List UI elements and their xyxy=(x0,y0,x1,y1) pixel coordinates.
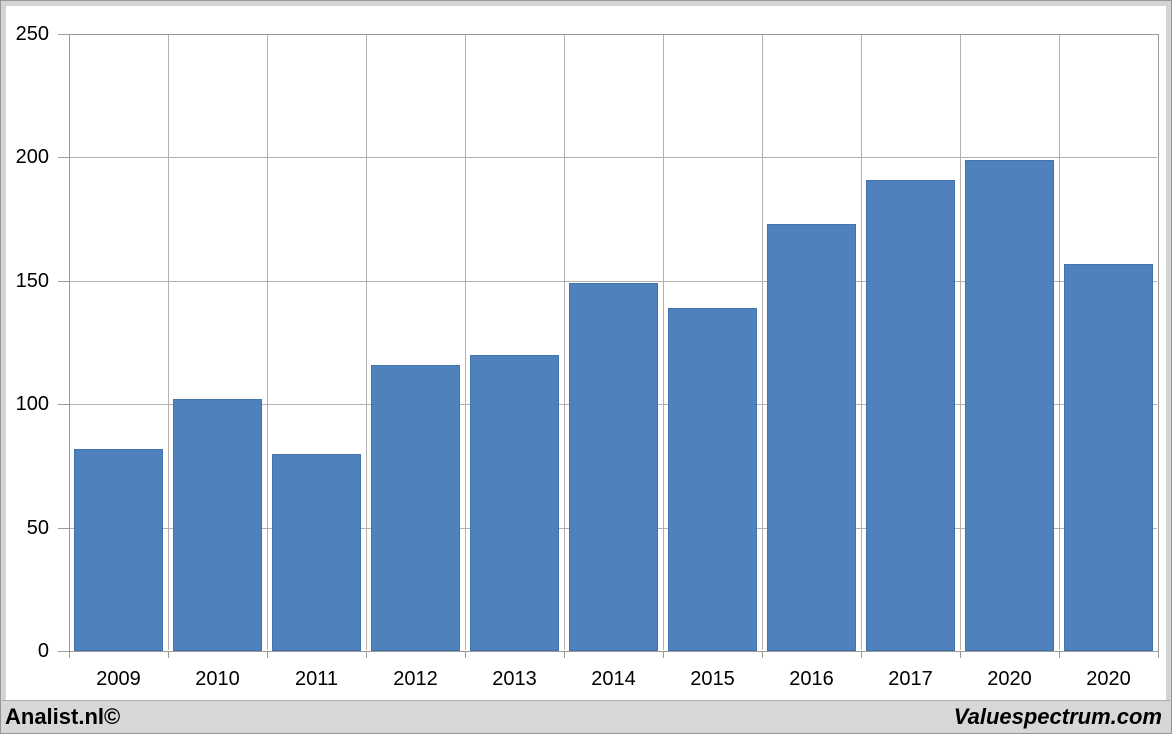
vertical-gridline xyxy=(663,35,664,650)
vertical-gridline xyxy=(861,35,862,650)
x-axis-tick xyxy=(762,652,763,658)
bar-2010-1 xyxy=(173,399,262,651)
x-axis-label: 2020 xyxy=(987,668,1032,690)
bar-2009-0 xyxy=(74,449,163,651)
bar-2012-3 xyxy=(371,365,460,651)
x-axis-tick xyxy=(663,652,664,658)
x-axis-label: 2015 xyxy=(690,668,735,690)
vertical-gridline xyxy=(762,35,763,650)
x-axis-tick xyxy=(168,652,169,658)
bar-2020-10 xyxy=(1064,264,1153,651)
valuespectrum-brand-label: Valuespectrum.com xyxy=(953,703,1162,729)
analist-brand-label: Analist.nl© xyxy=(5,703,121,729)
x-axis-label: 2009 xyxy=(96,668,141,690)
y-axis-tick xyxy=(58,34,69,35)
bar-2016-7 xyxy=(767,224,856,651)
x-axis-label: 2016 xyxy=(789,668,834,690)
vertical-gridline xyxy=(465,35,466,650)
x-axis-label: 2017 xyxy=(888,668,933,690)
x-axis-tick xyxy=(267,652,268,658)
y-axis-label: 0 xyxy=(37,640,49,662)
x-axis-tick xyxy=(1059,652,1060,658)
y-axis-tick xyxy=(58,157,69,158)
y-axis-tick xyxy=(58,281,69,282)
plot-area-border xyxy=(69,34,1159,652)
x-axis-label: 2014 xyxy=(591,668,636,690)
bar-2020-9 xyxy=(965,160,1054,651)
x-axis-tick xyxy=(861,652,862,658)
x-axis-tick xyxy=(465,652,466,658)
bar-2017-8 xyxy=(866,180,955,651)
y-axis-label: 250 xyxy=(15,23,49,45)
bar-2011-2 xyxy=(272,454,361,651)
x-axis-label: 2010 xyxy=(195,668,240,690)
x-axis-tick xyxy=(1158,652,1159,658)
y-axis-label: 50 xyxy=(26,517,49,539)
x-axis-tick xyxy=(69,652,70,658)
x-axis-label: 2013 xyxy=(492,668,537,690)
y-axis-tick xyxy=(58,528,69,529)
vertical-gridline xyxy=(564,35,565,650)
horizontal-gridline xyxy=(70,157,1157,158)
bar-2014-5 xyxy=(569,283,658,651)
vertical-gridline xyxy=(366,35,367,650)
bar-2013-4 xyxy=(470,355,559,651)
y-axis-label: 100 xyxy=(15,393,49,415)
horizontal-gridline xyxy=(70,281,1157,282)
vertical-gridline xyxy=(267,35,268,650)
y-axis-tick xyxy=(58,404,69,405)
footer-bar: Analist.nl© Valuespectrum.com xyxy=(2,700,1170,732)
x-axis-label: 2012 xyxy=(393,668,438,690)
vertical-gridline xyxy=(168,35,169,650)
x-axis-tick xyxy=(960,652,961,658)
x-axis-tick xyxy=(366,652,367,658)
x-axis-tick xyxy=(564,652,565,658)
vertical-gridline xyxy=(960,35,961,650)
x-axis-label: 2011 xyxy=(294,668,338,690)
x-axis-label: 2020 xyxy=(1086,668,1131,690)
y-axis-label: 200 xyxy=(15,146,49,168)
vertical-gridline xyxy=(1059,35,1060,650)
bar-2015-6 xyxy=(668,308,757,651)
y-axis-tick xyxy=(58,651,69,652)
y-axis-label: 150 xyxy=(15,270,49,292)
